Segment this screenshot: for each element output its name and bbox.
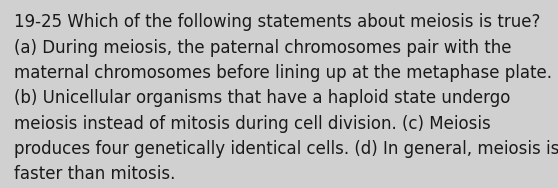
Text: 19-25 Which of the following statements about meiosis is true?: 19-25 Which of the following statements … [14,13,540,31]
Text: produces four genetically identical cells. (d) In general, meiosis is: produces four genetically identical cell… [14,140,558,158]
Text: meiosis instead of mitosis during cell division. (c) Meiosis: meiosis instead of mitosis during cell d… [14,115,490,133]
Text: faster than mitosis.: faster than mitosis. [14,165,175,183]
Text: (a) During meiosis, the paternal chromosomes pair with the: (a) During meiosis, the paternal chromos… [14,39,512,57]
Text: (b) Unicellular organisms that have a haploid state undergo: (b) Unicellular organisms that have a ha… [14,89,511,107]
Text: maternal chromosomes before lining up at the metaphase plate.: maternal chromosomes before lining up at… [14,64,552,82]
